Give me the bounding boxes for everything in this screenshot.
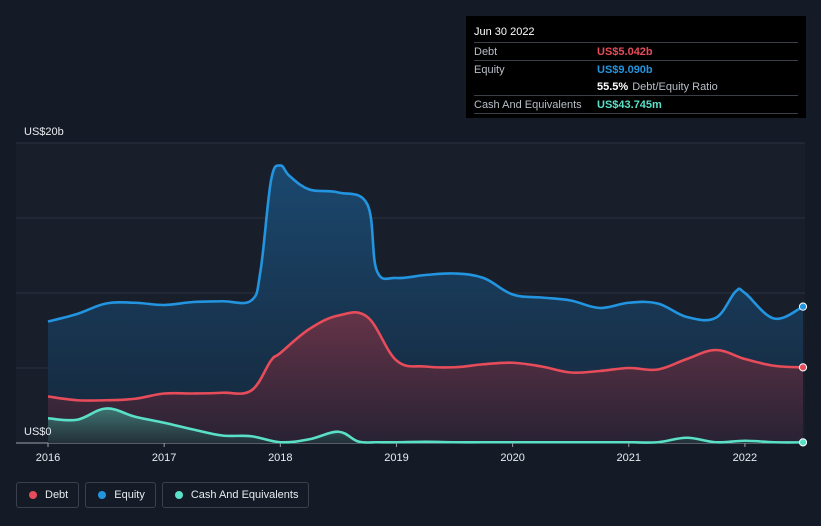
chart-legend: Debt Equity Cash And Equivalents [16,482,310,508]
end-marker-debt [798,363,808,372]
series-area-debt [48,312,803,443]
x-tick-label: 2021 [617,452,641,464]
tooltip-equity-label: Equity [474,63,505,76]
tooltip-debt-label: Debt [474,45,498,58]
legend-debt-dot-icon [29,491,37,499]
tooltip-ratio-value: 55.5% [597,80,629,93]
x-tick-label: 2020 [500,452,524,464]
tooltip-equity-value: US$9.090b [597,63,653,76]
end-marker-equity [798,302,808,311]
y-tick-label: US$20b [24,126,64,138]
legend-item-debt[interactable]: Debt [16,482,80,508]
legend-equity-label: Equity [114,489,145,501]
tooltip-row-ratio: 55.5% Debt/Equity Ratio [474,78,798,96]
series-lines [47,164,804,444]
hover-tooltip: Jun 30 2022 Debt US$5.042b Equity US$9.0… [466,16,806,118]
y-axis-ticks: US$0 US$20b [24,126,64,438]
x-axis-ticks: 2016 2017 2018 2019 2020 2021 2022 [36,443,757,464]
series-area-cash [48,408,803,443]
legend-debt-label: Debt [45,489,69,501]
legend-item-cash[interactable]: Cash And Equivalents [161,482,310,508]
tooltip-ratio-label: Debt/Equity Ratio [632,80,718,93]
legend-equity-dot-icon [98,491,107,499]
x-tick-label: 2018 [268,452,292,464]
y-tick-label: US$0 [24,426,52,438]
x-tick-label: 2019 [384,452,408,464]
tooltip-cash-label: Cash And Equivalents [474,98,582,111]
tooltip-row-equity: Equity US$9.090b [474,61,798,78]
legend-cash-label: Cash And Equivalents [190,489,299,501]
tooltip-row-debt: Debt US$5.042b [474,43,798,61]
legend-cash-dot-icon [174,491,183,499]
tooltip-debt-value: US$5.042b [597,45,653,58]
series-areas [48,165,803,443]
series-line-debt [47,311,804,402]
x-tick-label: 2017 [152,452,176,464]
x-tick-label: 2016 [36,452,60,464]
tooltip-date: Jun 30 2022 [474,24,798,43]
x-tick-label: 2022 [733,452,757,464]
end-marker-cash [798,438,808,447]
end-markers [798,302,808,447]
series-line-cash [47,407,804,444]
legend-item-equity[interactable]: Equity [85,482,156,508]
tooltip-cash-value: US$43.745m [597,98,662,111]
tooltip-row-cash: Cash And Equivalents US$43.745m [474,96,798,114]
series-line-equity [47,164,804,323]
